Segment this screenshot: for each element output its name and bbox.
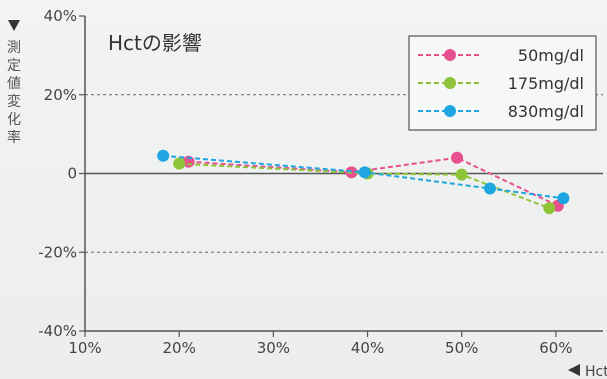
y-axis-label-char: 定 xyxy=(7,58,21,74)
chart-title: Hctの影響 xyxy=(108,31,202,55)
y-axis-label-char: 測 xyxy=(7,40,21,56)
x-tick-label: 20% xyxy=(163,339,196,357)
y-axis-label-char: 化 xyxy=(7,112,21,128)
x-tick-label: 10% xyxy=(68,339,101,357)
y-tick-label: -40% xyxy=(38,322,77,340)
axes xyxy=(79,15,603,337)
data-point xyxy=(543,202,556,215)
x-tick-label: 30% xyxy=(257,339,290,357)
series-line xyxy=(188,156,559,207)
grid-lines xyxy=(85,94,603,253)
y-axis-label-char: 変 xyxy=(7,93,21,110)
x-axis-label: Hct xyxy=(585,364,607,379)
series-layer xyxy=(157,149,570,215)
legend-label: 50mg/dl xyxy=(518,46,584,65)
tick-labels: -40% -20% 0 20% 40% 10% 20% 30% 40% 50% 60% xyxy=(38,7,572,357)
data-point xyxy=(557,192,570,205)
legend-marker xyxy=(444,49,456,61)
legend-marker xyxy=(444,105,456,117)
y-tick-label: 20% xyxy=(44,86,77,104)
x-axis-marker-icon xyxy=(568,364,580,376)
legend-box xyxy=(408,35,597,131)
y-tick-label: 40% xyxy=(44,7,77,25)
data-point xyxy=(358,166,371,179)
y-tick-label: -20% xyxy=(38,243,77,261)
legend: 50mg/dl 175mg/dl 830mg/dl xyxy=(408,35,597,131)
y-tick-label: 0 xyxy=(67,165,77,183)
y-axis-label-char: 率 xyxy=(7,129,21,146)
series-line xyxy=(163,154,564,200)
x-tick-label: 40% xyxy=(351,339,384,357)
data-point xyxy=(451,151,464,164)
data-point xyxy=(483,182,496,195)
legend-marker xyxy=(444,77,456,89)
data-point xyxy=(173,157,186,170)
legend-label: 830mg/dl xyxy=(508,102,584,121)
x-tick-label: 50% xyxy=(445,339,478,357)
legend-label: 175mg/dl xyxy=(508,74,584,93)
y-axis-label-char: 値 xyxy=(7,76,21,92)
x-tick-label: 60% xyxy=(539,339,572,357)
data-point xyxy=(157,149,170,162)
y-axis-marker-icon xyxy=(8,20,20,31)
data-point xyxy=(455,168,468,181)
